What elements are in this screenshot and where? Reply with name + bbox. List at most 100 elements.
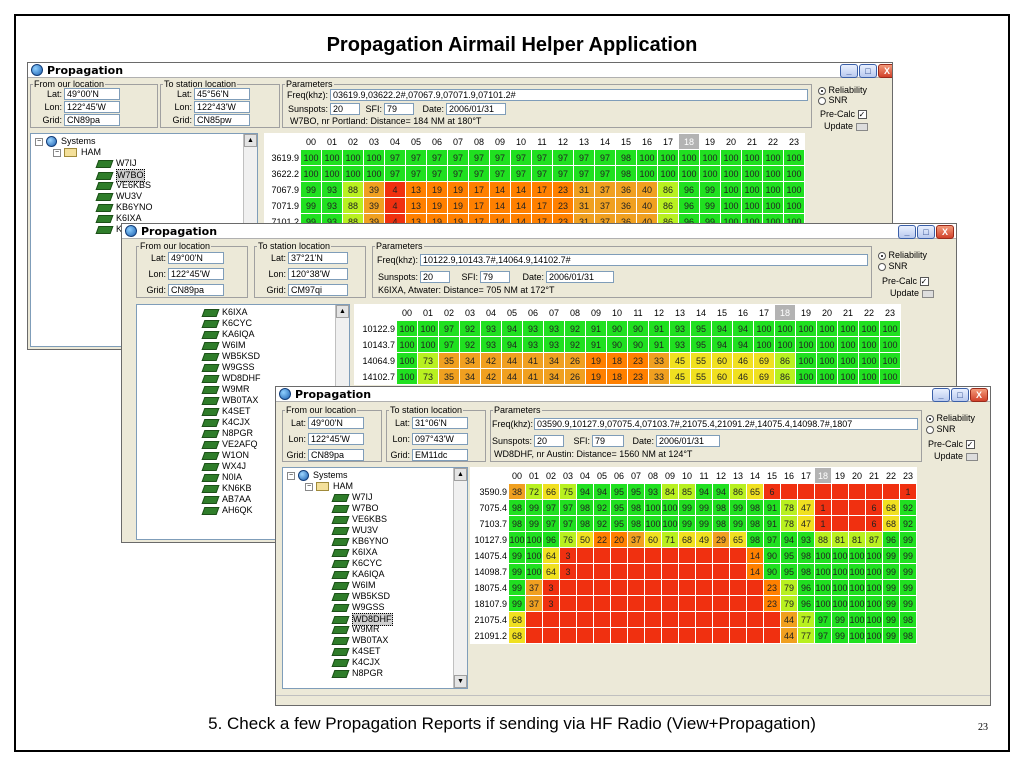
hour-header[interactable]: 11 [627, 304, 649, 321]
to-lon-field[interactable]: 097°43'W [412, 433, 468, 445]
tree-node[interactable]: KA6IQA [201, 329, 255, 340]
tree-node[interactable]: K4CJX [331, 657, 380, 668]
snr-radio[interactable] [818, 96, 826, 105]
date-field[interactable]: 2006/01/31 [546, 271, 614, 283]
hour-header[interactable]: 12 [648, 304, 670, 321]
reliability-radio[interactable] [818, 86, 826, 95]
hour-header[interactable]: 00 [508, 467, 526, 484]
to-lat-field[interactable]: 37°21'N [288, 252, 348, 264]
close-button[interactable]: X [970, 388, 988, 402]
tree-node[interactable]: KB6YNO [95, 202, 153, 213]
hour-header[interactable]: 15 [763, 467, 781, 484]
hour-header[interactable]: 04 [384, 133, 406, 150]
sunspots-field[interactable]: 20 [330, 103, 360, 115]
snr-option[interactable]: SNR [926, 424, 956, 435]
sunspots-field[interactable]: 20 [534, 435, 564, 447]
hour-header[interactable]: 19 [699, 133, 721, 150]
update-option[interactable]: Update [824, 121, 868, 132]
to-lat-field[interactable]: 31°06'N [412, 417, 468, 429]
tree-node[interactable]: − Systems [287, 470, 348, 481]
precalc-checkbox[interactable]: ✓ [965, 440, 975, 450]
tree-node[interactable]: AB7AA [201, 494, 251, 505]
snr-radio[interactable] [926, 425, 934, 434]
hour-header[interactable]: 16 [780, 467, 798, 484]
hour-header[interactable]: 14 [690, 304, 712, 321]
tree-node[interactable]: − Systems [35, 136, 96, 147]
hour-header[interactable]: 15 [711, 304, 733, 321]
hour-header[interactable]: 03 [559, 467, 577, 484]
hour-header[interactable]: 23 [783, 133, 805, 150]
hour-header[interactable]: 00 [396, 304, 418, 321]
hour-header[interactable]: 21 [865, 467, 883, 484]
maximize-button[interactable]: □ [859, 64, 877, 78]
hour-header[interactable]: 10 [606, 304, 628, 321]
tree-node[interactable]: WU3V [331, 525, 378, 536]
hour-header[interactable]: 08 [644, 467, 662, 484]
hour-header[interactable]: 06 [426, 133, 448, 150]
tree-node[interactable]: W7IJ [331, 492, 373, 503]
tree-node[interactable]: W7BO [331, 503, 379, 514]
hour-header[interactable]: 09 [661, 467, 679, 484]
tree-node[interactable]: WU3V [95, 191, 142, 202]
reliability-radio[interactable] [926, 414, 934, 423]
tree-node[interactable]: K4CJX [201, 417, 250, 428]
precalc-option[interactable]: Pre-Calc ✓ [820, 109, 867, 120]
from-lon-field[interactable]: 122°45'W [64, 101, 120, 113]
scroll-down-arrow[interactable]: ▼ [454, 675, 467, 688]
from-lon-field[interactable]: 122°45'W [168, 268, 224, 280]
tree-node[interactable]: K4SET [201, 406, 251, 417]
reliability-option[interactable]: Reliability [878, 250, 927, 261]
close-button[interactable]: X [878, 64, 892, 78]
hour-header[interactable]: 22 [882, 467, 900, 484]
sfi-field[interactable]: 79 [480, 271, 510, 283]
date-field[interactable]: 2006/01/31 [656, 435, 720, 447]
maximize-button[interactable]: □ [917, 225, 935, 239]
hour-header[interactable]: 07 [627, 467, 645, 484]
tree-node[interactable]: − HAM [305, 481, 353, 492]
freq-field[interactable]: 10122.9,10143.7#,14064.9,14102.7# [420, 254, 868, 266]
hour-header[interactable]: 01 [525, 467, 543, 484]
tree-node[interactable]: WD8DHF [331, 613, 393, 626]
hour-header[interactable]: 04 [576, 467, 594, 484]
hour-header[interactable]: 21 [837, 304, 859, 321]
precalc-option[interactable]: Pre-Calc ✓ [928, 439, 975, 450]
precalc-checkbox[interactable]: ✓ [857, 110, 867, 120]
tree-node[interactable]: W9MR [201, 384, 250, 395]
hour-header[interactable]: 09 [489, 133, 511, 150]
snr-option[interactable]: SNR [818, 95, 848, 106]
hour-header[interactable]: 18 [774, 304, 796, 321]
tree-node[interactable]: W7IJ [95, 158, 137, 169]
minimize-button[interactable]: _ [932, 388, 950, 402]
hour-header[interactable]: 06 [610, 467, 628, 484]
sfi-field[interactable]: 79 [384, 103, 414, 115]
tree-node[interactable]: WD8DHF [201, 373, 261, 384]
from-grid-field[interactable]: CN89pa [308, 449, 364, 461]
from-grid-field[interactable]: CN89pa [168, 284, 224, 296]
tree-node[interactable]: VE2AFQ [201, 439, 258, 450]
collapse-icon[interactable]: − [287, 471, 295, 480]
update-button[interactable] [965, 452, 978, 461]
tree-node[interactable]: WB5KSD [201, 351, 260, 362]
update-button[interactable] [855, 122, 868, 131]
hour-header[interactable]: 07 [447, 133, 469, 150]
tree-node[interactable]: AH6QK [201, 505, 253, 516]
hour-header[interactable]: 08 [564, 304, 586, 321]
to-grid-field[interactable]: EM11dc [412, 449, 468, 461]
sunspots-field[interactable]: 20 [420, 271, 450, 283]
hour-header[interactable]: 06 [522, 304, 544, 321]
to-lon-field[interactable]: 122°43'W [194, 101, 250, 113]
hour-header[interactable]: 17 [657, 133, 679, 150]
tree-node[interactable]: N8PGR [201, 428, 253, 439]
hour-header[interactable]: 12 [712, 467, 730, 484]
update-option[interactable]: Update [934, 451, 978, 462]
reliability-option[interactable]: Reliability [818, 85, 867, 96]
tree-node[interactable]: K6CYC [201, 318, 252, 329]
hour-header[interactable]: 09 [585, 304, 607, 321]
scroll-up-arrow[interactable]: ▲ [454, 468, 467, 481]
tree-node[interactable]: WB0TAX [331, 635, 388, 646]
sfi-field[interactable]: 79 [592, 435, 624, 447]
tree-node[interactable]: WB5KSD [331, 591, 390, 602]
hour-header[interactable]: 20 [816, 304, 838, 321]
tree-node[interactable]: WB0TAX [201, 395, 258, 406]
precalc-checkbox[interactable]: ✓ [919, 277, 929, 287]
